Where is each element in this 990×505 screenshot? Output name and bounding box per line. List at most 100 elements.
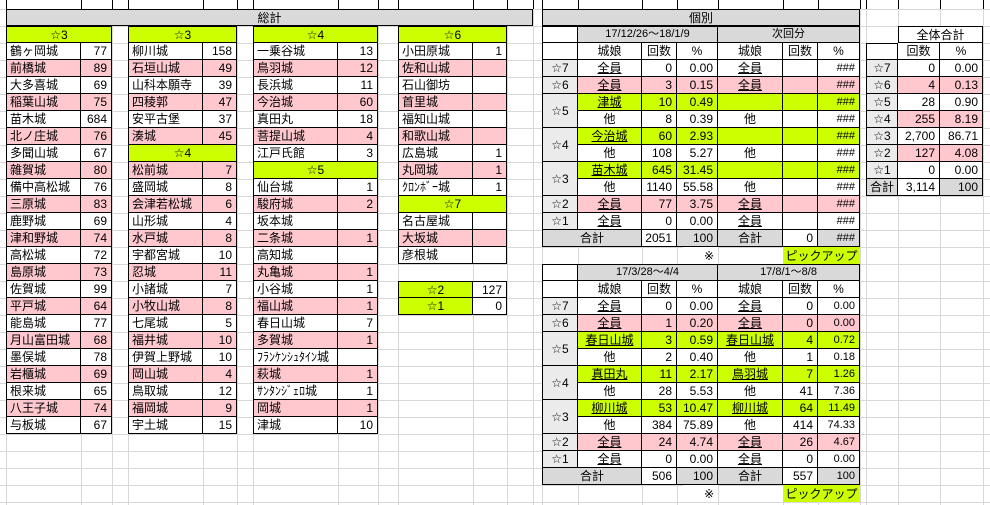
count-cell[interactable] [783, 145, 818, 162]
castle-name-cell[interactable]: 萩城 [253, 366, 338, 383]
grand-total-header[interactable]: 総計 [6, 9, 533, 26]
castle-count-cell[interactable]: 69 [81, 77, 112, 94]
castle-count-cell[interactable]: 67 [81, 145, 112, 162]
count-cell[interactable]: 11 [642, 366, 677, 383]
count-cell[interactable]: 414 [783, 417, 818, 434]
castle-count-cell[interactable] [473, 111, 507, 128]
castle-name-cell[interactable]: ｻﾝﾀﾝｼﾞｪﾛ城 [253, 383, 338, 400]
total-percent-cell[interactable]: 100 [940, 179, 983, 196]
castle-count-cell[interactable]: 74 [81, 230, 112, 247]
percent-cell[interactable]: 86.71 [940, 128, 983, 145]
castle-name-cell[interactable]: 今治城 [253, 94, 338, 111]
castle-name-cell[interactable]: 江戸氏館 [253, 145, 338, 162]
castle-name-cell[interactable]: 小田原城 [398, 43, 473, 60]
unit-name-cell[interactable]: 他 [718, 145, 783, 162]
unit-name-cell[interactable] [718, 162, 783, 179]
percent-cell[interactable]: 10.47 [677, 400, 718, 417]
castle-name-cell[interactable]: 岡山城 [128, 366, 203, 383]
count-cell[interactable]: 0 [642, 451, 677, 468]
count-cell[interactable]: 26 [783, 434, 818, 451]
unit-name-cell[interactable]: 他 [718, 111, 783, 128]
castle-count-cell[interactable]: 5 [203, 315, 237, 332]
castle-count-cell[interactable]: 39 [203, 77, 237, 94]
castle-count-cell[interactable]: 13 [338, 43, 378, 60]
castle-count-cell[interactable]: 77 [81, 43, 112, 60]
castle-name-cell[interactable]: 小谷城 [253, 281, 338, 298]
percent-cell[interactable]: 8.19 [940, 111, 983, 128]
unit-name-cell[interactable]: 他 [718, 417, 783, 434]
percent-cell[interactable]: ### [818, 213, 860, 230]
count-cell[interactable]: 64 [783, 400, 818, 417]
percent-cell[interactable]: 4.67 [818, 434, 860, 451]
percent-cell[interactable]: 1.26 [818, 366, 860, 383]
star-label-cell[interactable]: ☆4 [542, 366, 578, 400]
castle-count-cell[interactable]: 8 [203, 230, 237, 247]
castle-name-cell[interactable]: 石山御坊 [398, 77, 473, 94]
percent-cell[interactable]: 0.39 [677, 111, 718, 128]
period-header-cell[interactable]: 17/8/1〜8/8 [718, 264, 860, 281]
unit-name-cell[interactable]: 春日山城 [718, 332, 783, 349]
count-cell[interactable] [783, 213, 818, 230]
castle-name-cell[interactable]: 真田丸 [253, 111, 338, 128]
count-cell[interactable]: 645 [642, 162, 677, 179]
percent-cell[interactable]: ### [818, 128, 860, 145]
castle-count-cell[interactable]: 7 [203, 281, 237, 298]
column-header-corner[interactable] [866, 43, 898, 60]
percent-cell[interactable]: 0.00 [677, 60, 718, 77]
castle-name-cell[interactable]: 安平古堡 [128, 111, 203, 128]
total-count-cell[interactable]: 557 [783, 468, 818, 485]
castle-name-cell[interactable]: 高松城 [6, 247, 81, 264]
unit-name-cell[interactable]: 全員 [718, 315, 783, 332]
unit-name-cell[interactable]: 他 [718, 179, 783, 196]
castle-count-cell[interactable]: 72 [81, 247, 112, 264]
column-header-cell[interactable]: 城娘 [578, 43, 642, 60]
castle-count-cell[interactable]: 1 [338, 264, 378, 281]
castle-count-cell[interactable]: 11 [338, 77, 378, 94]
castle-count-cell[interactable] [338, 247, 378, 264]
unit-name-cell[interactable]: 全員 [718, 196, 783, 213]
individual-header[interactable]: 個別 [542, 9, 860, 26]
percent-cell[interactable]: 0.15 [677, 77, 718, 94]
count-cell[interactable]: 53 [642, 400, 677, 417]
castle-count-cell[interactable]: 4 [203, 366, 237, 383]
percent-cell[interactable]: 0.59 [677, 332, 718, 349]
star-rarity-summary-label[interactable]: ☆1 [398, 298, 473, 315]
unit-name-cell[interactable]: 全員 [718, 77, 783, 94]
unit-name-cell[interactable]: 他 [578, 145, 642, 162]
star-rarity-header[interactable]: ☆3 [128, 26, 237, 43]
castle-count-cell[interactable]: 45 [203, 128, 237, 145]
unit-name-cell[interactable]: 他 [578, 417, 642, 434]
castle-name-cell[interactable]: 八王子城 [6, 400, 81, 417]
castle-count-cell[interactable]: 99 [81, 281, 112, 298]
count-cell[interactable]: 60 [642, 128, 677, 145]
castle-name-cell[interactable]: 盛岡城 [128, 179, 203, 196]
percent-cell[interactable]: 5.27 [677, 145, 718, 162]
castle-count-cell[interactable] [473, 230, 507, 247]
castle-name-cell[interactable]: 松前城 [128, 162, 203, 179]
castle-count-cell[interactable] [338, 213, 378, 230]
castle-name-cell[interactable]: 津和野城 [6, 230, 81, 247]
star-label-cell[interactable]: ☆1 [542, 451, 578, 468]
unit-name-cell[interactable]: 全員 [718, 451, 783, 468]
star-label-cell[interactable]: ☆4 [542, 128, 578, 162]
castle-name-cell[interactable]: 七尾城 [128, 315, 203, 332]
count-cell[interactable]: 10 [642, 94, 677, 111]
castle-count-cell[interactable] [473, 94, 507, 111]
period-corner-cell[interactable] [542, 26, 578, 43]
unit-name-cell[interactable]: 全員 [578, 434, 642, 451]
castle-name-cell[interactable]: 福井城 [128, 332, 203, 349]
castle-name-cell[interactable]: 根来城 [6, 383, 81, 400]
count-cell[interactable]: 3 [642, 332, 677, 349]
count-cell[interactable]: 384 [642, 417, 677, 434]
castle-count-cell[interactable]: 73 [81, 264, 112, 281]
castle-count-cell[interactable]: 18 [338, 111, 378, 128]
count-cell[interactable]: 0 [898, 162, 940, 179]
castle-count-cell[interactable]: 3 [338, 145, 378, 162]
unit-name-cell[interactable]: 全員 [718, 434, 783, 451]
count-cell[interactable]: 108 [642, 145, 677, 162]
count-cell[interactable]: 28 [642, 383, 677, 400]
percent-cell[interactable]: 0.49 [677, 94, 718, 111]
castle-name-cell[interactable]: 津城 [253, 417, 338, 434]
percent-cell[interactable]: 5.53 [677, 383, 718, 400]
castle-name-cell[interactable]: 鹿野城 [6, 213, 81, 230]
